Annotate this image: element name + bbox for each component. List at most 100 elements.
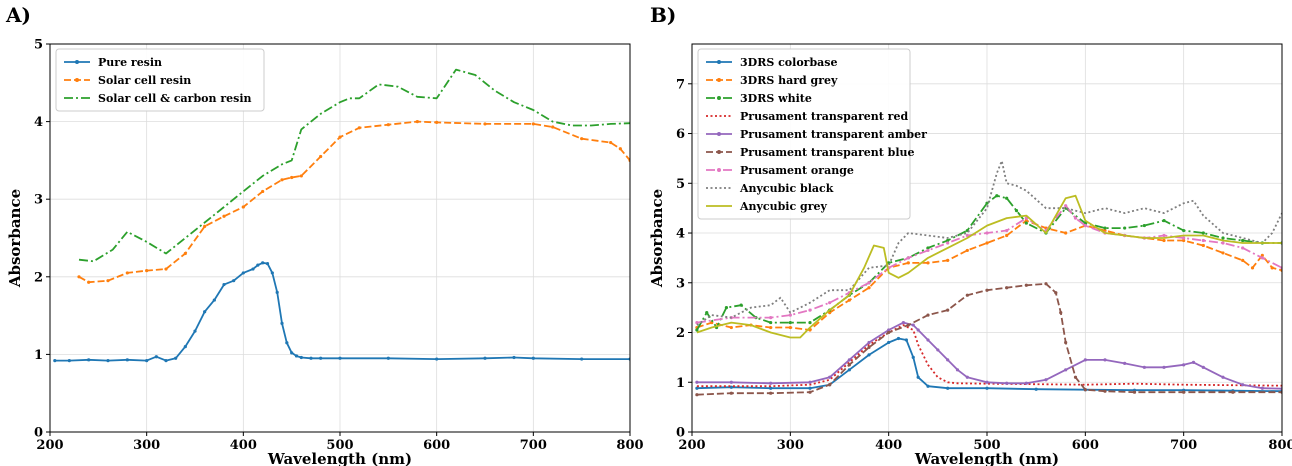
data-point bbox=[695, 386, 699, 390]
data-point bbox=[1182, 236, 1186, 240]
x-tick-label: 200 bbox=[678, 438, 705, 453]
data-point bbox=[1083, 358, 1087, 362]
data-point bbox=[1241, 383, 1245, 387]
legend-marker bbox=[717, 60, 721, 64]
data-point bbox=[1162, 365, 1166, 369]
data-point bbox=[828, 375, 832, 379]
data-point bbox=[946, 358, 950, 362]
data-point bbox=[290, 351, 294, 355]
data-point bbox=[808, 320, 812, 325]
legend-marker bbox=[75, 60, 79, 64]
x-tick-label: 300 bbox=[133, 438, 160, 453]
data-point bbox=[729, 380, 733, 384]
data-point bbox=[1182, 390, 1186, 394]
data-point bbox=[926, 384, 930, 388]
data-point bbox=[415, 120, 419, 124]
x-tick-label: 600 bbox=[1072, 438, 1099, 453]
series-line-7 bbox=[696, 159, 1282, 326]
data-point bbox=[867, 345, 871, 350]
series-line-1 bbox=[78, 120, 630, 284]
series-line-0 bbox=[54, 261, 630, 362]
legend-entry: Solar cell resin bbox=[98, 74, 191, 87]
data-point bbox=[808, 308, 812, 312]
data-point bbox=[1024, 221, 1028, 225]
data-point bbox=[1005, 381, 1009, 385]
legend-marker bbox=[717, 96, 721, 100]
legend-entry: Anycubic grey bbox=[739, 200, 828, 213]
data-point bbox=[1241, 258, 1245, 262]
data-point bbox=[1221, 241, 1225, 245]
data-point bbox=[965, 248, 969, 253]
data-point bbox=[946, 308, 950, 312]
data-point bbox=[946, 241, 950, 245]
data-point bbox=[828, 301, 832, 305]
data-point bbox=[1241, 246, 1245, 250]
legend-box bbox=[697, 48, 911, 220]
series-line-5 bbox=[696, 282, 1282, 396]
series-line-8 bbox=[696, 194, 1282, 339]
panel-label: A) bbox=[5, 3, 31, 27]
data-point bbox=[125, 271, 129, 275]
data-point bbox=[1221, 375, 1225, 379]
data-point bbox=[580, 357, 584, 361]
legend-entry: Prusament transparent amber bbox=[740, 128, 927, 141]
data-point bbox=[1250, 266, 1255, 270]
y-tick-label: 2 bbox=[34, 270, 43, 285]
data-point bbox=[1064, 340, 1068, 345]
y-axis-label: Absorbance bbox=[648, 189, 666, 288]
y-tick-label: 4 bbox=[34, 115, 43, 130]
data-point bbox=[926, 338, 930, 342]
data-point bbox=[1064, 368, 1068, 372]
data-point bbox=[1260, 253, 1264, 258]
y-tick-label: 6 bbox=[676, 127, 685, 142]
data-point bbox=[241, 205, 245, 209]
data-point bbox=[280, 178, 284, 182]
legend-marker bbox=[717, 132, 721, 136]
data-point bbox=[609, 140, 613, 145]
data-point bbox=[232, 279, 236, 283]
y-tick-label: 2 bbox=[676, 326, 685, 341]
data-point bbox=[280, 321, 284, 325]
data-point bbox=[1103, 226, 1107, 230]
panel-b: B) 200 300 400 500 600 700 800 0 1 2 3 4 5 6 7 Wavelengt… bbox=[648, 3, 1292, 466]
data-point bbox=[1260, 386, 1264, 390]
data-point bbox=[261, 189, 265, 194]
data-point bbox=[1132, 390, 1137, 394]
data-point bbox=[867, 353, 871, 357]
data-point bbox=[1142, 223, 1146, 228]
data-point bbox=[483, 122, 487, 126]
data-point bbox=[241, 271, 245, 275]
data-point bbox=[946, 386, 950, 390]
data-point bbox=[1005, 228, 1009, 233]
data-point bbox=[965, 293, 969, 297]
data-point bbox=[1103, 389, 1107, 393]
data-point bbox=[911, 355, 915, 359]
data-point bbox=[901, 320, 906, 325]
data-point bbox=[887, 340, 891, 345]
series-line-2 bbox=[78, 68, 630, 263]
data-point bbox=[705, 311, 709, 315]
data-point bbox=[319, 154, 323, 159]
data-point bbox=[867, 340, 871, 345]
data-point bbox=[906, 261, 910, 265]
data-point bbox=[808, 386, 812, 390]
data-point bbox=[926, 246, 930, 250]
data-point bbox=[256, 263, 260, 267]
data-point bbox=[531, 122, 535, 126]
data-point bbox=[1182, 228, 1186, 233]
legend-entry: 3DRS white bbox=[740, 92, 812, 105]
data-point bbox=[67, 359, 71, 363]
data-point bbox=[769, 320, 773, 325]
data-point bbox=[887, 330, 891, 335]
data-point bbox=[512, 355, 516, 360]
x-tick-label: 500 bbox=[973, 438, 1000, 453]
data-point bbox=[808, 390, 812, 394]
data-point bbox=[1005, 233, 1009, 238]
plot-area bbox=[695, 159, 1282, 397]
data-point bbox=[1221, 236, 1225, 240]
data-point bbox=[729, 391, 733, 395]
y-tick-label: 3 bbox=[34, 193, 43, 208]
data-point bbox=[183, 345, 187, 349]
data-point bbox=[203, 224, 207, 228]
data-point bbox=[1191, 360, 1196, 364]
